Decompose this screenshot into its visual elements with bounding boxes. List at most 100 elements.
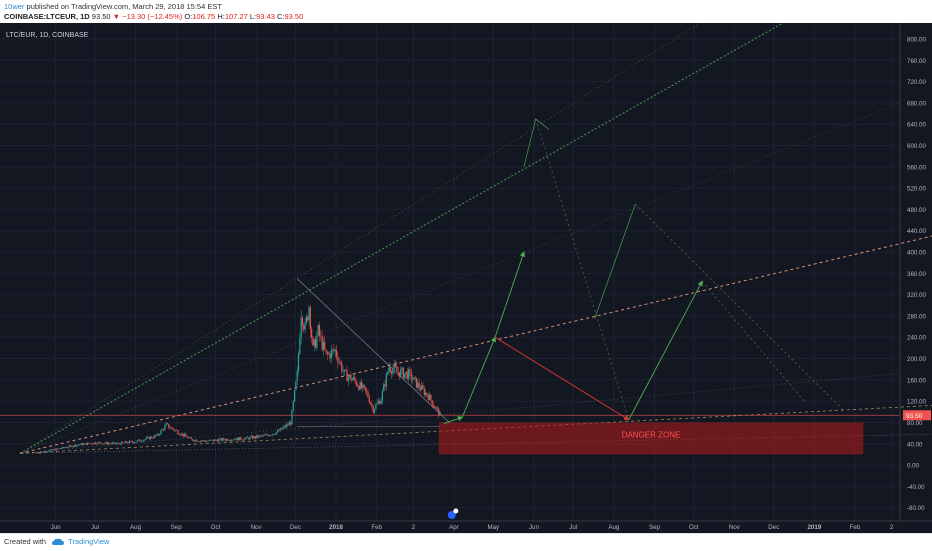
- candle-body: [273, 434, 275, 435]
- trend-line: [19, 373, 901, 454]
- candle-body: [60, 448, 62, 450]
- candle-body: [132, 442, 135, 443]
- x-tick-label: Jul: [91, 524, 99, 531]
- candle-body: [149, 436, 152, 440]
- footer: Created with TradingView: [0, 533, 932, 551]
- x-tick-label: Nov: [251, 524, 263, 531]
- candle-body: [383, 384, 385, 392]
- candle-body: [174, 430, 176, 431]
- candle-body: [341, 362, 343, 372]
- price-chart[interactable]: DANGER ZONE 800.00 760.00 720.00 680.00 640.…: [0, 23, 932, 533]
- candle-body: [183, 434, 186, 437]
- candle-body: [139, 439, 141, 442]
- candle-body: [211, 439, 213, 441]
- candle-body: [380, 400, 382, 404]
- candle-body: [55, 448, 57, 451]
- price-axis[interactable]: 800.00 760.00 720.00 680.00 640.00 600.00 560.…: [899, 23, 926, 521]
- candle-body: [42, 451, 44, 453]
- candle-body: [109, 443, 111, 444]
- candle-body: [351, 379, 353, 381]
- candle-body: [79, 444, 81, 446]
- candle-body: [421, 385, 423, 391]
- candle-body: [238, 437, 241, 441]
- candle-body: [329, 353, 331, 359]
- candle-body: [168, 424, 170, 428]
- y-tick-label: 360.00: [907, 271, 926, 278]
- y-tick-label: 80.00: [907, 420, 923, 427]
- candle-body: [182, 433, 184, 437]
- publisher-name[interactable]: 10wer: [4, 2, 25, 11]
- candles: [35, 304, 441, 454]
- candle-body: [317, 325, 319, 336]
- candle-body: [241, 439, 243, 441]
- candle-body: [430, 394, 432, 401]
- chart-area[interactable]: DANGER ZONE 800.00 760.00 720.00 680.00 640.…: [0, 23, 932, 533]
- projection-path: [523, 118, 550, 167]
- y-tick-label: 400.00: [907, 250, 926, 257]
- candle-body: [267, 435, 269, 436]
- y-tick-label: 560.00: [907, 164, 926, 171]
- candle-body: [265, 434, 267, 436]
- y-tick-label: 320.00: [907, 292, 926, 299]
- event-marker[interactable]: [447, 508, 459, 520]
- candle-body: [398, 372, 401, 377]
- candle-body: [190, 437, 192, 439]
- candle-body: [93, 442, 95, 445]
- candle-body: [393, 364, 395, 370]
- candle-body: [214, 439, 216, 442]
- candle-body: [166, 423, 169, 425]
- candle-body: [232, 439, 234, 441]
- candle-body: [246, 437, 249, 438]
- candle-body: [360, 382, 363, 389]
- candle-body: [237, 437, 239, 441]
- close-label: C:: [277, 12, 285, 21]
- y-tick-label: 600.00: [907, 143, 926, 150]
- tradingview-brand[interactable]: TradingView: [68, 537, 110, 546]
- candle-body: [212, 439, 214, 442]
- candle-body: [394, 364, 397, 367]
- candle-body: [368, 397, 370, 403]
- candle-body: [419, 387, 421, 391]
- candle-body: [159, 434, 161, 435]
- candle-body: [370, 402, 372, 404]
- candle-body: [134, 442, 136, 443]
- candle-body: [417, 382, 419, 388]
- candle-body: [358, 386, 360, 390]
- candle-body: [355, 380, 357, 386]
- candle-body: [144, 439, 146, 440]
- candle-body: [56, 448, 59, 450]
- candle-body: [227, 439, 229, 441]
- candle-body: [345, 369, 347, 371]
- candle-body: [151, 436, 153, 438]
- x-tick-label: 2: [890, 524, 894, 531]
- candle-body: [311, 329, 313, 338]
- candle-body: [352, 377, 355, 380]
- candle-body: [103, 443, 106, 444]
- candle-body: [100, 442, 102, 444]
- candle-body: [291, 409, 293, 425]
- candle-body: [257, 435, 259, 438]
- chart-header: 10wer published on TradingView.com, Marc…: [0, 0, 932, 22]
- candle-body: [423, 388, 425, 395]
- candle-body: [301, 317, 304, 326]
- candle-body: [276, 430, 279, 433]
- candle-body: [295, 381, 297, 391]
- close-value: 93.50: [284, 12, 304, 21]
- candle-body: [97, 442, 99, 445]
- candle-body: [312, 337, 314, 346]
- ohlc-readout: COINBASE:LTCEUR, 1D 93.50 ▼ −13.30 (−12.…: [4, 12, 303, 21]
- publish-info: 10wer published on TradingView.com, Marc…: [4, 2, 222, 11]
- candle-body: [428, 394, 431, 400]
- candle-body: [397, 370, 399, 373]
- candle-body: [248, 437, 250, 440]
- candle-body: [85, 443, 87, 445]
- candle-body: [290, 422, 292, 425]
- candle-body: [118, 442, 120, 444]
- time-axis[interactable]: Jun Jul Aug Sep Oct Nov Dec 2018 Feb 2 Apr May Jun Ju…: [0, 520, 932, 531]
- candle-body: [373, 409, 376, 413]
- candle-body: [245, 437, 247, 439]
- candle-body: [384, 384, 386, 387]
- low-label: L:: [249, 12, 257, 21]
- candle-body: [135, 441, 137, 443]
- candle-body: [415, 377, 418, 388]
